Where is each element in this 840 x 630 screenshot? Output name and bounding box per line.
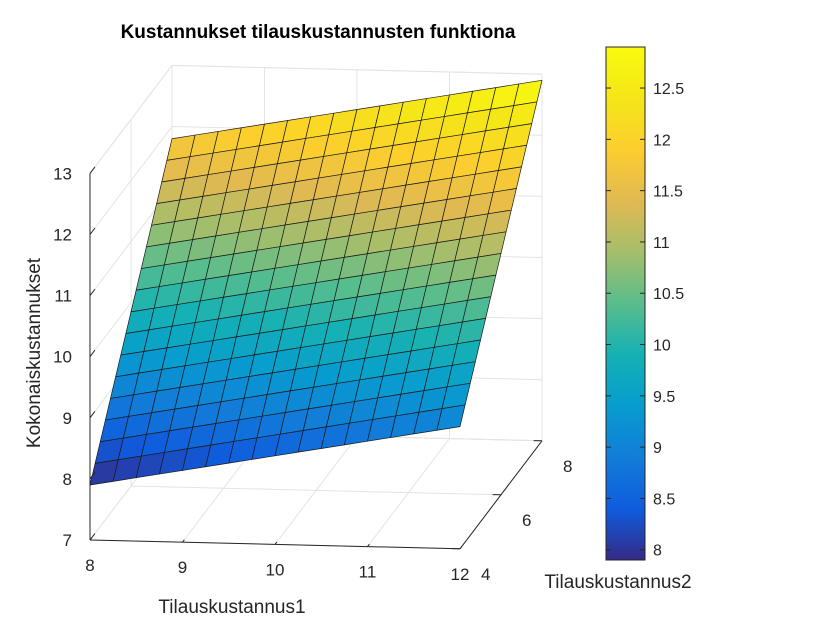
colorbar-tick-label: 9.5 [653, 389, 675, 406]
x-tick [182, 539, 185, 543]
colorbar-tick-label: 12 [653, 132, 671, 149]
surface-mesh [89, 79, 543, 486]
z-tick-label: 10 [53, 348, 72, 367]
z-axis-label: Kokonaiskustannukset [24, 257, 45, 448]
z-tick [89, 227, 96, 235]
z-tick-label: 9 [63, 409, 72, 428]
x-axis-label: Tilauskustannus1 [158, 597, 305, 618]
z-tick-label: 7 [63, 531, 72, 550]
z-tick [89, 288, 96, 296]
x-tick [459, 546, 463, 550]
x-tick-label: 12 [451, 565, 470, 584]
z-tick [89, 411, 96, 419]
grid-line-z-wall [89, 126, 173, 235]
z-tick [89, 472, 96, 480]
z-tick-label: 11 [54, 287, 72, 306]
z-tick [89, 166, 96, 174]
z-tick-label: 12 [53, 226, 72, 245]
y-tick-label: 4 [481, 565, 490, 584]
x-tick-label: 10 [266, 560, 285, 579]
colorbar: 8 8.5 9 9.5 10 10.5 11 11.5 12 12.5 [605, 46, 684, 561]
x-tick-label: 8 [85, 556, 94, 575]
y-tick-label: 6 [522, 511, 531, 530]
colorbar-tick-label: 10.5 [653, 286, 684, 303]
chart-title: Kustannukset tilauskustannusten funktion… [121, 22, 516, 43]
z-tick-label: 13 [53, 164, 72, 183]
grid-line-y-floor [130, 485, 502, 496]
colorbar-tick-label: 11.5 [653, 184, 683, 201]
grid-line-z-wall [89, 65, 173, 174]
colorbar-gradient [605, 46, 646, 561]
y-tick-label: 8 [563, 457, 572, 476]
x-tick-label: 9 [178, 558, 187, 577]
colorbar-tick-label: 11 [653, 235, 670, 252]
x-tick-label: 11 [359, 563, 377, 582]
x-tick [367, 543, 370, 547]
colorbar-tick-label: 8 [653, 543, 662, 560]
colorbar-tick-label: 8.5 [653, 491, 675, 508]
colorbar-tick-label: 9 [653, 440, 662, 457]
colorbar-tick-label: 12.5 [653, 81, 684, 98]
x-tick [274, 541, 278, 545]
z-tick-label: 8 [63, 470, 72, 489]
z-tick [89, 349, 96, 358]
colorbar-tick-label: 10 [653, 338, 671, 355]
surface-patch [436, 404, 466, 431]
y-axis-label: Tilauskustannus2 [544, 572, 691, 593]
z-tick [89, 533, 96, 541]
grid-line-z-back [171, 64, 543, 75]
